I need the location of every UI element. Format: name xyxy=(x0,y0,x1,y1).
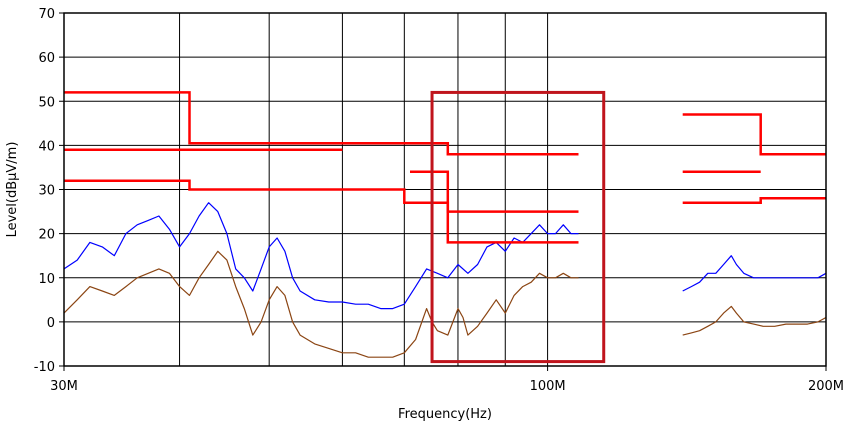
x-tick-label: 100M xyxy=(530,379,566,394)
series-line xyxy=(63,250,579,358)
x-tick-label: 200M xyxy=(808,379,844,394)
series-layer xyxy=(63,202,827,358)
y-tick-label: 60 xyxy=(38,51,55,66)
limit-line xyxy=(682,197,826,204)
limit-lines xyxy=(64,91,826,244)
y-tick-label: 40 xyxy=(38,139,55,154)
limit-line xyxy=(682,113,826,156)
y-axis-label: Level(dBμV/m) xyxy=(5,142,20,238)
y-tick-label: 10 xyxy=(38,272,55,287)
highlight-box-layer xyxy=(430,90,606,364)
y-tick-label: 70 xyxy=(38,7,55,22)
y-tick-label: 30 xyxy=(38,184,55,199)
y-tick-label: 50 xyxy=(38,95,55,110)
y-tick-label: 20 xyxy=(38,228,55,243)
grid xyxy=(63,12,827,367)
series-line xyxy=(682,305,827,336)
tick-labels: -10 0 10 20 30 40 50 60 70 30M 100M 200M xyxy=(34,7,844,394)
series-line xyxy=(682,255,827,292)
limit-line xyxy=(64,91,579,156)
x-tick-label: 30M xyxy=(50,379,78,394)
limit-line xyxy=(64,179,579,213)
limit-line xyxy=(410,170,579,244)
highlight-box xyxy=(430,90,606,364)
x-axis-label: Frequency(Hz) xyxy=(398,407,492,422)
y-tick-label: -10 xyxy=(34,360,55,375)
y-tick-label: 0 xyxy=(47,316,55,331)
series-line xyxy=(63,202,579,310)
